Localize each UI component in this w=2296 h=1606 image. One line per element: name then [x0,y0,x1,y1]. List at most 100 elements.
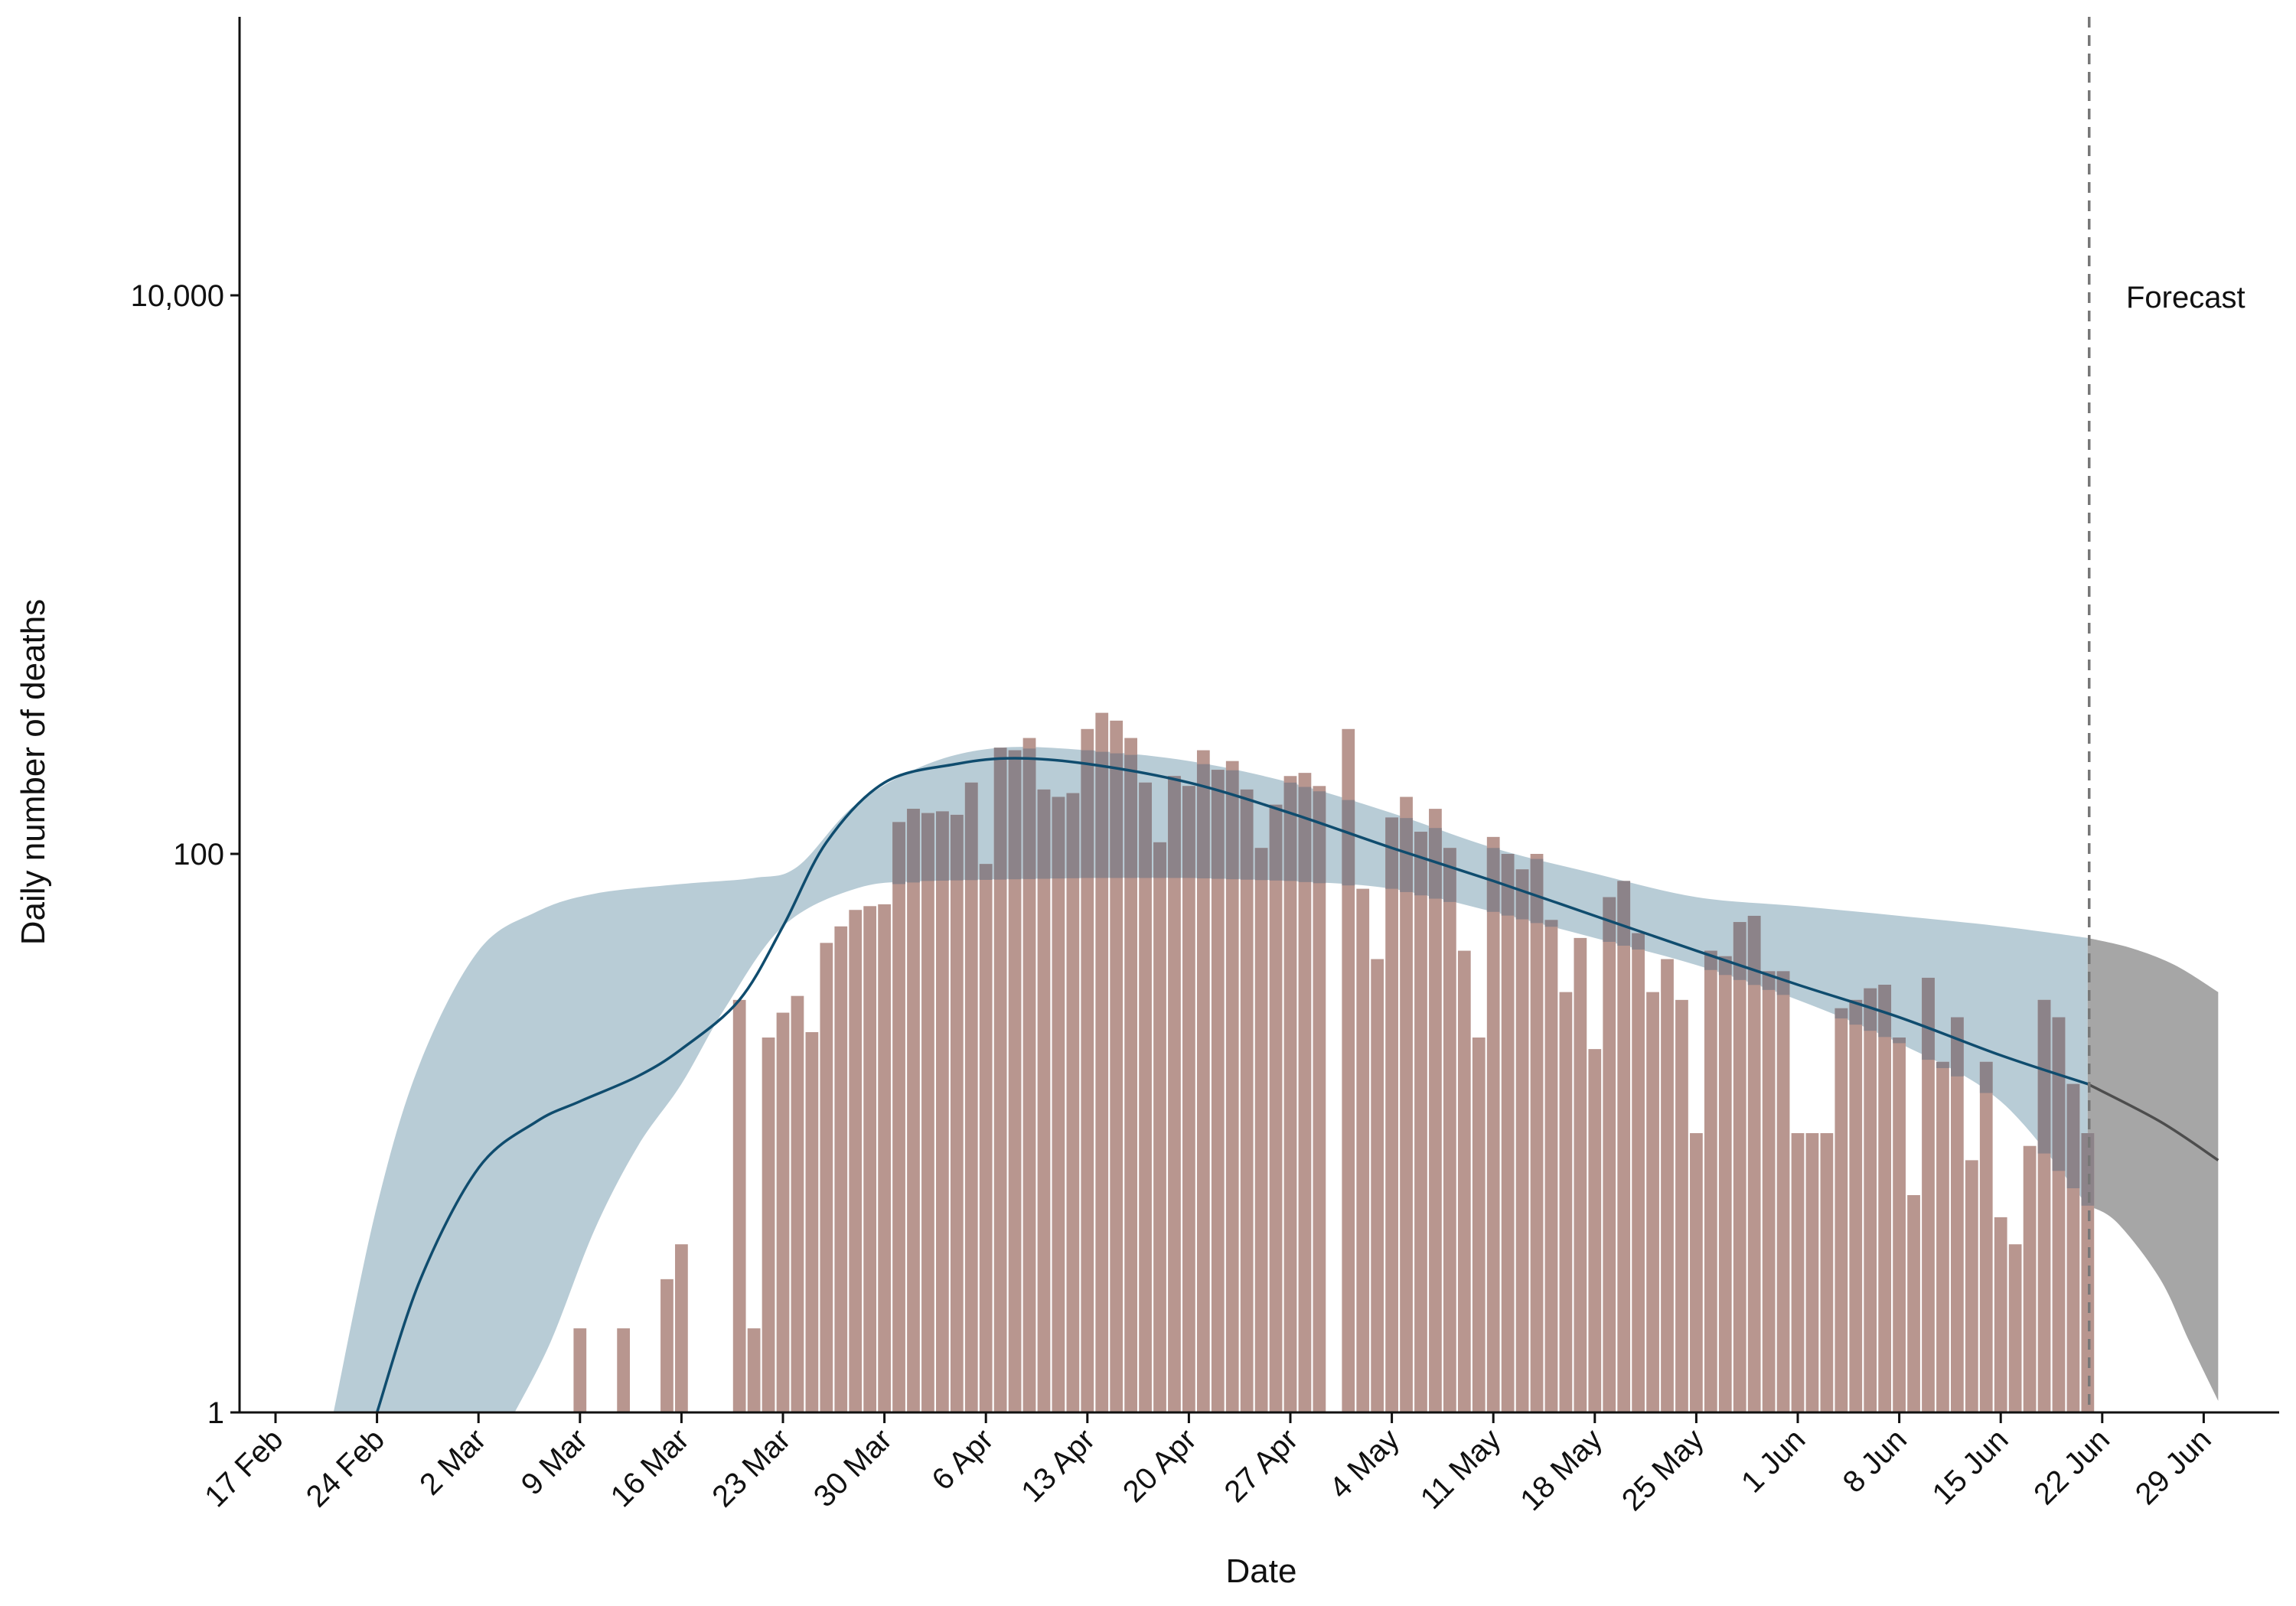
x-tick-label: 29 Jun [2129,1422,2218,1511]
daily-deaths-bar [1472,1038,1486,1412]
daily-deaths-bar [1515,869,1529,1412]
daily-deaths-bar [732,999,746,1412]
daily-deaths-bar [1168,776,1181,1412]
daily-deaths-bar [964,782,978,1412]
y-tick-label: 10,000 [131,279,224,313]
daily-deaths-bar [1385,817,1398,1412]
bar-band-overlap [1864,988,1877,1031]
daily-deaths-bar [834,926,848,1412]
daily-deaths-bar [1371,959,1384,1412]
daily-deaths-bar [1066,793,1080,1412]
daily-deaths-bar [1269,804,1283,1412]
daily-deaths-bar [1443,848,1456,1412]
credible-interval-band [333,747,2088,1412]
bars-layer [573,712,2095,1412]
daily-deaths-bar [675,1244,688,1412]
bar-band-overlap [1008,750,1022,880]
median-estimate-line [375,757,2089,1412]
daily-deaths-bar [1211,770,1225,1412]
daily-deaths-bar [1414,832,1427,1412]
daily-deaths-bar [1153,842,1166,1412]
daily-deaths-bar [1356,888,1370,1412]
daily-deaths-bar [1733,922,1746,1412]
daily-deaths-bar [573,1328,587,1412]
x-tick-label: 23 Mar [706,1422,797,1513]
daily-deaths-bar [863,906,877,1412]
daily-deaths-bar [1965,1160,1978,1412]
daily-deaths-bar [892,822,905,1412]
bar-band-overlap [1225,770,1239,880]
daily-deaths-bar [1052,796,1065,1412]
bar-band-overlap [1443,848,1456,902]
daily-deaths-bar [1342,728,1355,1412]
bar-band-overlap [1849,999,1863,1025]
bar-band-overlap [1342,800,1355,886]
bar-band-overlap [993,748,1007,880]
bar-band-overlap [1168,776,1181,878]
median-line-layer [375,757,2089,1412]
daily-deaths-bar [2008,1244,2022,1412]
daily-deaths-bar [1864,988,1877,1412]
x-tick-label: 24 Feb [300,1422,391,1513]
y-tick-label: 100 [173,838,224,871]
daily-deaths-bar [1661,959,1674,1412]
forecast-label: Forecast [2126,281,2245,314]
daily-deaths-bar [950,814,964,1412]
daily-deaths-bar [1936,1061,1949,1412]
daily-deaths-bar [762,1038,775,1412]
daily-deaths-bar [1951,1017,1964,1412]
daily-deaths-bar [1486,836,1500,1412]
daily-deaths-bar [1907,1194,1920,1412]
x-tick-label: 27 Apr [1218,1422,1304,1509]
daily-deaths-bar [2023,1145,2037,1412]
bar-band-overlap [1414,832,1427,896]
forecast-band [2087,937,2219,1401]
daily-deaths-bar [1849,999,1863,1412]
daily-deaths-bar [1632,933,1645,1412]
bar-band-overlap [1254,848,1268,881]
bar-band-overlap [1052,796,1065,879]
daily-deaths-bar [1574,937,1587,1412]
labels: Date Daily number of deaths Forecast [15,281,2245,1590]
bar-band-overlap [1153,842,1166,878]
bar-band-overlap [2052,1017,2066,1171]
daily-deaths-bar [1081,728,1094,1412]
daily-deaths-bar [1240,789,1254,1412]
bar-band-overlap [1240,789,1254,880]
daily-deaths-bar [1835,1008,1848,1412]
daily-deaths-bar [1690,1133,1703,1412]
bar-band-overlap [1313,791,1326,884]
daily-deaths-bar [1037,789,1051,1412]
bar-band-overlap [1110,753,1124,878]
bar-band-overlap [1066,793,1080,878]
bar-band-overlap [1283,782,1297,881]
x-tick-label: 18 May [1514,1422,1609,1517]
bar-band-overlap [1878,985,1892,1038]
daily-deaths-bar [1544,920,1558,1412]
x-tick-label: 15 Jun [1926,1422,2015,1511]
daily-deaths-bar [1762,971,1776,1412]
daily-deaths-bar [820,943,833,1412]
bar-band-overlap [1979,1061,1993,1093]
daily-deaths-bar [1878,985,1892,1412]
y-tick-label: 1 [207,1396,224,1430]
daily-deaths-bar [1718,956,1732,1412]
bar-band-overlap [1182,786,1195,878]
daily-deaths-bar [660,1279,673,1412]
bar-band-overlap [1298,787,1312,882]
bar-band-overlap [936,811,949,881]
daily-deaths-bar [791,995,804,1412]
daily-deaths-bar [1457,950,1471,1412]
daily-deaths-bar [1110,720,1124,1412]
daily-deaths-bar [1588,1049,1602,1412]
daily-deaths-bar [1820,1133,1834,1412]
x-tick-label: 6 Apr [925,1422,1000,1497]
daily-deaths-bar [1893,1038,1906,1412]
daily-deaths-bar [1124,738,1137,1412]
x-tick-label: 22 Jun [2027,1422,2116,1511]
bar-band-overlap [1835,1008,1848,1019]
daily-deaths-bar [1979,1061,1993,1412]
x-tick-label: 20 Apr [1117,1422,1203,1509]
x-tick-label: 2 Mar [413,1422,492,1501]
